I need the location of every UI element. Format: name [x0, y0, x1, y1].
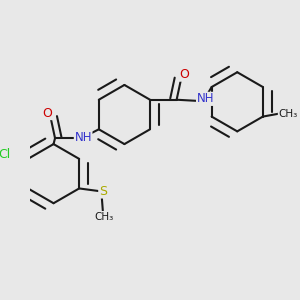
Text: S: S: [99, 185, 107, 198]
Text: NH: NH: [196, 92, 214, 105]
Text: CH₃: CH₃: [278, 109, 298, 118]
Text: Cl: Cl: [0, 148, 11, 161]
Text: O: O: [43, 106, 52, 119]
Text: O: O: [179, 68, 189, 81]
Text: CH₃: CH₃: [95, 212, 114, 221]
Text: NH: NH: [74, 131, 92, 144]
